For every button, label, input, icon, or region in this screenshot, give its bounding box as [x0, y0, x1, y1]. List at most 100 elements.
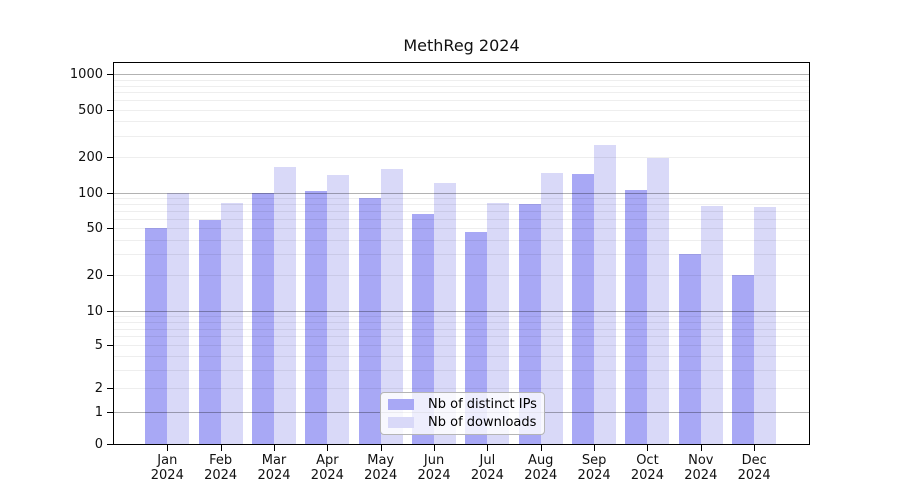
minor-gridline: [114, 228, 809, 230]
minor-gridline: [114, 328, 809, 330]
x-tick-label: Oct 2024: [620, 453, 674, 483]
x-tick-month: Nov: [688, 453, 714, 468]
x-tick-year: 2024: [577, 468, 611, 483]
bar-downloads: [647, 157, 670, 444]
minor-gridline: [114, 315, 809, 317]
x-tick-label: Nov 2024: [674, 453, 728, 483]
x-tick-mark: [434, 445, 436, 451]
y-tick-label: 0: [94, 437, 103, 452]
y-tick-label: 200: [78, 149, 103, 165]
x-tick-month: Jan: [157, 453, 178, 468]
x-tick-year: 2024: [364, 468, 398, 483]
minor-gridline: [114, 387, 809, 389]
x-tick-year: 2024: [150, 468, 184, 483]
y-tick-mark: [107, 345, 113, 347]
bar-downloads: [167, 192, 190, 444]
y-tick-label: 1: [94, 404, 103, 420]
bar-downloads: [327, 174, 350, 444]
x-tick-month: Apr: [316, 453, 339, 468]
y-tick-label: 2: [94, 380, 103, 396]
minor-gridline: [114, 79, 809, 81]
minor-gridline: [114, 239, 809, 241]
bar-distinct-ips: [732, 275, 755, 444]
x-tick-month: Sep: [581, 453, 607, 468]
y-tick-label: 10: [86, 303, 103, 319]
y-tick-mark: [107, 109, 113, 111]
x-tick-label: Jun 2024: [407, 453, 461, 483]
x-tick-label: Sep 2024: [567, 453, 621, 483]
bar-distinct-ips: [572, 174, 595, 444]
major-gridline: [114, 74, 809, 76]
y-tick-label: 50: [86, 221, 103, 237]
y-tick-mark: [107, 387, 113, 389]
minor-gridline: [114, 100, 809, 102]
minor-gridline: [114, 109, 809, 111]
bar-distinct-ips: [145, 228, 168, 444]
y-tick-mark: [107, 228, 113, 230]
x-tick-year: 2024: [310, 468, 344, 483]
major-gridline: [114, 192, 809, 194]
y-tick-mark: [107, 74, 113, 76]
x-tick-mark: [167, 445, 169, 451]
x-tick-mark: [487, 445, 489, 451]
x-tick-label: Aug 2024: [514, 453, 568, 483]
y-tick-mark: [107, 310, 113, 312]
bar-distinct-ips: [252, 192, 274, 444]
x-tick-year: 2024: [204, 468, 238, 483]
legend-row-downloads: Nb of downloads: [388, 415, 536, 430]
x-tick-month: May: [367, 453, 395, 468]
x-tick-mark: [700, 445, 702, 451]
y-tick-mark: [107, 411, 113, 413]
legend-swatch-distinct-ips-icon: [388, 399, 414, 410]
x-tick-year: 2024: [684, 468, 718, 483]
minor-gridline: [114, 356, 809, 358]
bar-downloads: [274, 167, 296, 444]
plot-area: Nb of distinct IPs Nb of downloads: [113, 62, 810, 445]
bar-downloads: [540, 172, 563, 444]
x-tick-month: Feb: [209, 453, 233, 468]
bar-downloads: [487, 202, 510, 444]
minor-gridline: [114, 336, 809, 338]
x-tick-mark: [647, 445, 649, 451]
minor-gridline: [114, 197, 809, 199]
y-tick-label: 1000: [69, 67, 103, 83]
x-tick-month: Oct: [636, 453, 659, 468]
minor-gridline: [114, 275, 809, 277]
x-tick-month: Jul: [479, 453, 496, 468]
bar-downloads: [700, 205, 723, 444]
x-tick-month: Jun: [423, 453, 445, 468]
x-tick-mark: [274, 445, 275, 451]
minor-gridline: [114, 210, 809, 212]
legend-row-distinct-ips: Nb of distinct IPs: [388, 397, 537, 412]
x-tick-label: Jul 2024: [460, 453, 514, 483]
x-tick-label: May 2024: [354, 453, 408, 483]
y-tick-mark: [107, 275, 113, 277]
minor-gridline: [114, 121, 809, 123]
x-tick-year: 2024: [524, 468, 558, 483]
minor-gridline: [114, 156, 809, 158]
bar-distinct-ips: [518, 203, 541, 444]
x-tick-month: Mar: [261, 453, 287, 468]
bar-distinct-ips: [678, 254, 701, 444]
minor-gridline: [114, 369, 809, 371]
minor-gridline: [114, 136, 809, 138]
bar-distinct-ips: [305, 190, 328, 444]
minor-gridline: [114, 85, 809, 87]
x-tick-year: 2024: [737, 468, 771, 483]
minor-gridline: [114, 345, 809, 347]
minor-gridline: [114, 203, 809, 205]
legend-label-distinct-ips: Nb of distinct IPs: [428, 397, 537, 412]
x-tick-mark: [594, 445, 596, 451]
x-tick-mark: [754, 445, 756, 451]
x-tick-label: Dec 2024: [727, 453, 781, 483]
x-tick-label: Apr 2024: [300, 453, 354, 483]
x-tick-mark: [220, 445, 222, 451]
bar-downloads: [380, 168, 403, 444]
bar-distinct-ips: [358, 197, 381, 444]
y-tick-label: 5: [94, 338, 103, 354]
chart-title: MethReg 2024: [403, 36, 520, 55]
bar-downloads: [220, 202, 243, 444]
bar-distinct-ips: [412, 213, 435, 444]
major-gridline: [114, 310, 809, 312]
x-tick-label: Mar 2024: [247, 453, 301, 483]
